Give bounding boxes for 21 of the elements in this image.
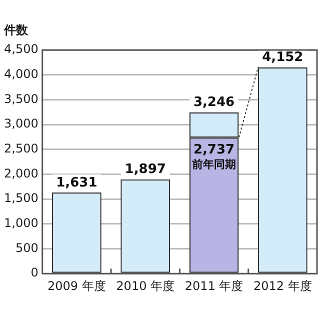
y-tick-label: 1,500	[4, 191, 38, 206]
data-label: 2,737	[193, 142, 235, 158]
y-tick-label: 500	[15, 240, 38, 255]
y-tick-label: 2,000	[4, 166, 38, 180]
y-tick-label: 2,500	[4, 142, 38, 156]
y-tick-label: 3,000	[4, 116, 38, 131]
x-tick-label: 2010 年度	[116, 278, 175, 293]
series-label: 前年同期	[191, 158, 236, 171]
x-tick-label: 2011 年度	[184, 278, 244, 293]
total-label: 1,897	[124, 162, 166, 178]
y-tick-label: 4,500	[4, 42, 38, 56]
x-tick-label: 2012 年度	[253, 278, 312, 293]
total-label: 1,631	[56, 175, 98, 190]
y-tick-label: 1,000	[4, 216, 38, 230]
y-tick-label: 4,000	[4, 66, 38, 81]
total-label: 3,246	[193, 95, 235, 110]
y-tick-label: 3,500	[4, 92, 38, 106]
y-axis-title: 件数	[4, 22, 28, 39]
total-label: 4,152	[262, 50, 304, 66]
x-tick-label: 2009 年度	[48, 278, 106, 293]
y-tick-label: 0	[30, 266, 38, 280]
